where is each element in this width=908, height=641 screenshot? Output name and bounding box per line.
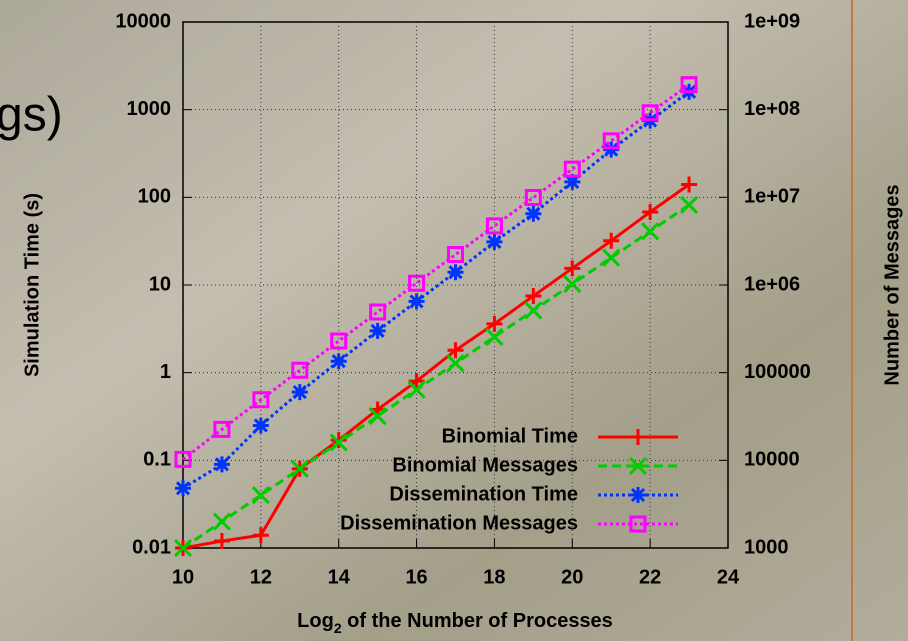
marker (213, 420, 231, 438)
x-tick-label: 14 (328, 566, 351, 588)
y-tick-label: 0.1 (143, 449, 171, 471)
y-tick-label: 10000 (115, 10, 171, 32)
marker (330, 353, 347, 370)
marker (369, 303, 387, 321)
series-line (182, 90, 690, 490)
marker (330, 432, 347, 449)
marker (564, 260, 581, 277)
marker (681, 176, 698, 193)
marker (175, 480, 191, 497)
marker (408, 373, 425, 390)
x-tick-label: 10 (172, 566, 194, 588)
marker (446, 354, 465, 373)
marker (486, 233, 503, 250)
marker (369, 322, 386, 339)
marker (329, 433, 348, 452)
marker (486, 315, 503, 332)
title-fragment: gs) (0, 89, 63, 142)
marker (252, 391, 270, 409)
marker (212, 512, 231, 531)
y2-tick-label: 10000 (744, 449, 800, 471)
marker (485, 327, 504, 346)
marker (603, 141, 620, 158)
legend-label: Binomial Time (442, 425, 578, 447)
marker (174, 450, 192, 468)
marker (291, 384, 308, 401)
x-tick-label: 24 (717, 566, 740, 588)
marker (252, 417, 269, 434)
legend-marker (630, 429, 646, 445)
marker (407, 380, 426, 399)
y-tick-label: 1000 (127, 98, 172, 120)
marker (251, 486, 270, 505)
marker (447, 245, 464, 263)
marker (563, 275, 582, 294)
marker (252, 527, 269, 544)
marker (524, 301, 543, 320)
marker (564, 173, 581, 190)
y2-axis-label: Number of Messages (881, 184, 903, 385)
marker (680, 195, 699, 214)
marker (447, 264, 464, 281)
legend-marker (630, 487, 646, 503)
y2-tick-label: 1e+07 (744, 186, 800, 208)
marker (603, 232, 620, 249)
y2-tick-label: 1000 (744, 536, 789, 558)
x-tick-label: 16 (405, 566, 427, 588)
marker (330, 332, 348, 350)
marker (641, 104, 659, 122)
marker (447, 342, 464, 359)
y-tick-label: 1 (160, 361, 171, 383)
x-tick-label: 20 (561, 566, 583, 588)
x-tick-label: 12 (250, 566, 272, 588)
y2-tick-label: 100000 (744, 361, 811, 383)
y2-tick-label: 1e+06 (744, 273, 800, 295)
legend-marker (628, 456, 648, 476)
marker (525, 205, 542, 222)
marker (602, 132, 620, 150)
marker (408, 274, 426, 292)
marker (290, 459, 309, 478)
marker (408, 293, 425, 310)
marker (642, 204, 659, 221)
x-tick-label: 22 (639, 566, 661, 588)
x-axis-label-text: Log (297, 610, 334, 632)
marker (173, 538, 193, 558)
marker (602, 248, 621, 267)
legend-label: Dissemination Time (389, 483, 578, 505)
y2-tick-label: 1e+09 (744, 10, 800, 32)
marker (213, 456, 230, 473)
legend-label: Binomial Messages (392, 454, 578, 476)
marker (563, 160, 581, 178)
marker (485, 217, 503, 235)
y-axis-label: Simulation Time (s) (21, 193, 43, 377)
x-axis-label-subscript: 2 (334, 620, 342, 636)
x-axis-label: Log2 of the Number of Processes (297, 610, 613, 635)
y-tick-label: 10 (149, 273, 171, 295)
marker (368, 406, 387, 426)
x-tick-label: 18 (483, 566, 505, 588)
marker (524, 188, 542, 206)
series-line (182, 183, 690, 550)
y2-tick-label: 1e+08 (744, 98, 800, 120)
x-axis-label-text: of the Number of Processes (342, 610, 613, 632)
legend-marker (629, 515, 647, 533)
plot-frame (182, 21, 729, 549)
marker (525, 287, 542, 304)
legend-label: Dissemination Messages (340, 512, 578, 534)
y-tick-label: 100 (138, 186, 171, 208)
marker (641, 222, 660, 241)
marker (291, 361, 309, 379)
marker (680, 76, 698, 94)
y-tick-label: 0.01 (132, 536, 171, 558)
marker (213, 533, 230, 550)
